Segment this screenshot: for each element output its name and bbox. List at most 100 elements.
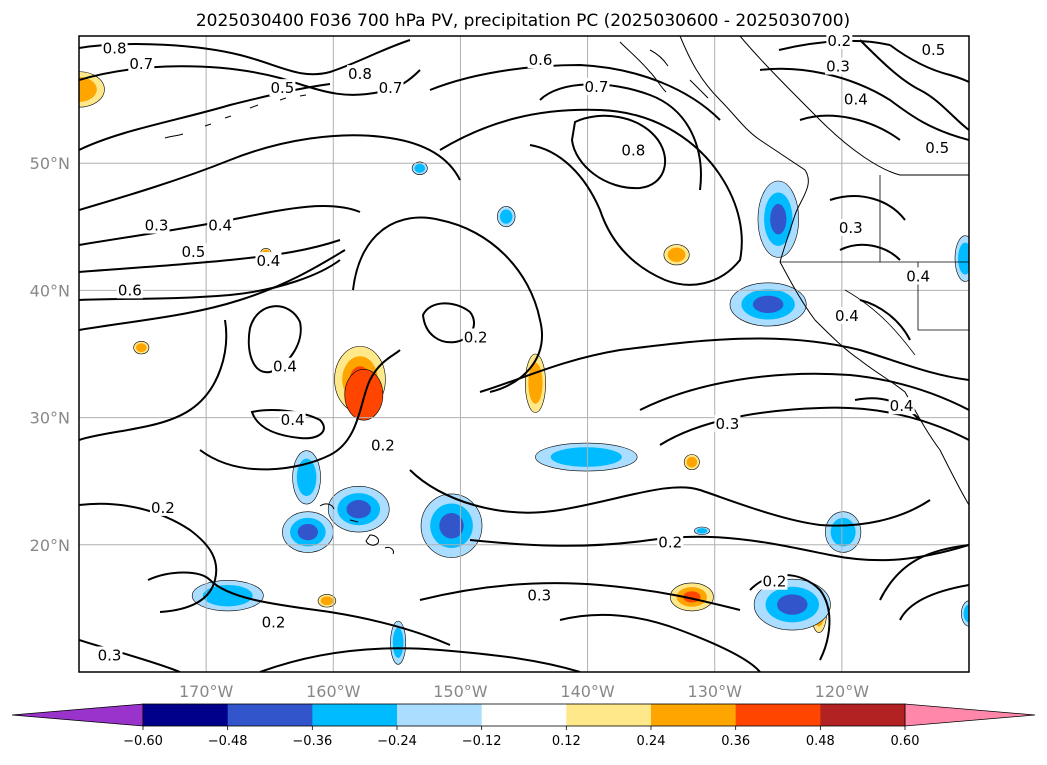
- precip-region: [317, 594, 337, 608]
- contour-label: 0.3: [839, 219, 863, 237]
- colorbar-swatch: [651, 704, 737, 726]
- precip-region: [729, 282, 807, 327]
- precip-shade: [320, 596, 334, 606]
- contour-label: 0.2: [763, 573, 787, 591]
- contour-label-bg: [837, 219, 864, 237]
- contour-label-bg: [526, 586, 553, 604]
- colorbar-tick-label: −0.36: [292, 734, 332, 749]
- colorbar-tick-label: −0.48: [208, 734, 248, 749]
- x-tick-label: 160°W: [306, 682, 361, 701]
- precip-shade: [79, 76, 97, 102]
- x-tick-label: 120°W: [815, 682, 870, 701]
- chart-title: 2025030400 F036 700 hPa PV, precipitatio…: [196, 11, 850, 31]
- colorbar-swatch: [735, 704, 821, 726]
- contour-label-bg: [143, 216, 170, 234]
- precip-region: [390, 620, 407, 665]
- contour-label: 0.2: [658, 533, 682, 551]
- precip-shade: [499, 209, 513, 224]
- contour-label: 0.4: [281, 411, 305, 429]
- contour-label: 0.7: [129, 55, 153, 73]
- contour-label: 0.4: [257, 252, 281, 270]
- precip-shade: [696, 528, 708, 534]
- colorbar-tick-label: 0.24: [637, 734, 666, 749]
- colorbar-swatch: [481, 704, 567, 726]
- contour-label-bg: [346, 65, 373, 83]
- colorbar-tick-label: 0.12: [552, 734, 581, 749]
- y-tick-label: 50°N: [30, 154, 70, 173]
- colorbar-tick-label: −0.12: [462, 734, 502, 749]
- x-tick-label: 150°W: [433, 682, 488, 701]
- contour-label: 0.4: [208, 217, 232, 235]
- precip-shade: [135, 343, 147, 353]
- colorbar-over-triangle: [904, 703, 1036, 727]
- precip-shade: [830, 517, 856, 547]
- colorbar-swatch: [566, 704, 652, 726]
- precip-region: [694, 526, 710, 535]
- colorbar-swatch: [227, 704, 313, 726]
- contour-label: 0.4: [835, 307, 859, 325]
- x-tick-label: 140°W: [560, 682, 615, 701]
- contour-label-bg: [833, 306, 860, 324]
- y-tick-label: 40°N: [30, 281, 70, 300]
- contour-label: 0.4: [906, 267, 930, 285]
- pv-contour-lines: [79, 39, 969, 672]
- contour-label: 0.6: [118, 281, 142, 299]
- contour-label: 0.2: [151, 499, 175, 517]
- precip-shade: [958, 242, 969, 275]
- contour-label: 0.6: [529, 51, 553, 69]
- precip-region: [292, 450, 321, 505]
- colorbar-swatch: [820, 704, 906, 726]
- y-tick-label: 30°N: [30, 409, 70, 428]
- precip-shade: [202, 584, 253, 607]
- map-frame: [78, 35, 970, 673]
- contour-label-bg: [116, 281, 143, 299]
- contour-label: 0.5: [925, 139, 949, 157]
- precip-shade: [297, 523, 319, 541]
- contour-label-bg: [369, 436, 396, 454]
- contour-label: 0.7: [585, 78, 609, 96]
- precip-region: [663, 244, 690, 266]
- precip-region: [420, 493, 483, 558]
- precip-region: [497, 206, 516, 228]
- colorbar-under-triangle: [11, 703, 144, 727]
- colorbar: −0.60 −0.48 −0.36 −0.24 −0.12 0.12 0.24 0.36 0.4…: [11, 703, 1036, 749]
- contour-label-bg: [583, 77, 610, 95]
- contour-label: 0.4: [844, 91, 868, 109]
- contour-label: 0.4: [273, 358, 297, 376]
- precip-region: [669, 582, 714, 612]
- contour-label-bg: [271, 357, 298, 375]
- colorbar-tick-label: 0.60: [891, 734, 920, 749]
- precip-region: [535, 442, 638, 472]
- precip-shade: [296, 458, 317, 497]
- precip-region: [524, 353, 546, 413]
- contour-label-bg: [101, 39, 128, 57]
- y-tick-label: 20°N: [30, 536, 70, 555]
- colorbar-tick-label: 0.36: [721, 734, 750, 749]
- colorbar-swatch: [143, 704, 229, 726]
- contour-label-bg: [826, 32, 853, 50]
- contour-label: 0.8: [103, 40, 127, 58]
- colorbar-tick-label: −0.24: [377, 734, 417, 749]
- contour-label-bg: [128, 54, 155, 72]
- colorbar-frame: [142, 703, 906, 727]
- contour-label: 0.2: [464, 328, 488, 346]
- precip-shade: [346, 500, 371, 519]
- precip-shade: [439, 513, 464, 539]
- contour-label: 0.2: [827, 32, 851, 50]
- precip-shade: [752, 295, 784, 314]
- contour-label: 0.5: [181, 243, 205, 261]
- contour-label: 0.2: [262, 613, 286, 631]
- contour-label-bg: [149, 498, 176, 516]
- contour-label-bg: [377, 79, 404, 97]
- contour-label-bg: [825, 57, 852, 75]
- contour-label-bg: [888, 397, 915, 415]
- colorbar-tick-label: 0.48: [806, 734, 835, 749]
- contour-label-bg: [207, 216, 234, 234]
- contour-label-bg: [924, 138, 951, 156]
- x-tick-label: 170°W: [179, 682, 234, 701]
- precip-shade: [686, 456, 698, 468]
- precip-region: [133, 340, 150, 355]
- contour-label-bg: [905, 267, 932, 285]
- contour-label-bg: [260, 613, 287, 631]
